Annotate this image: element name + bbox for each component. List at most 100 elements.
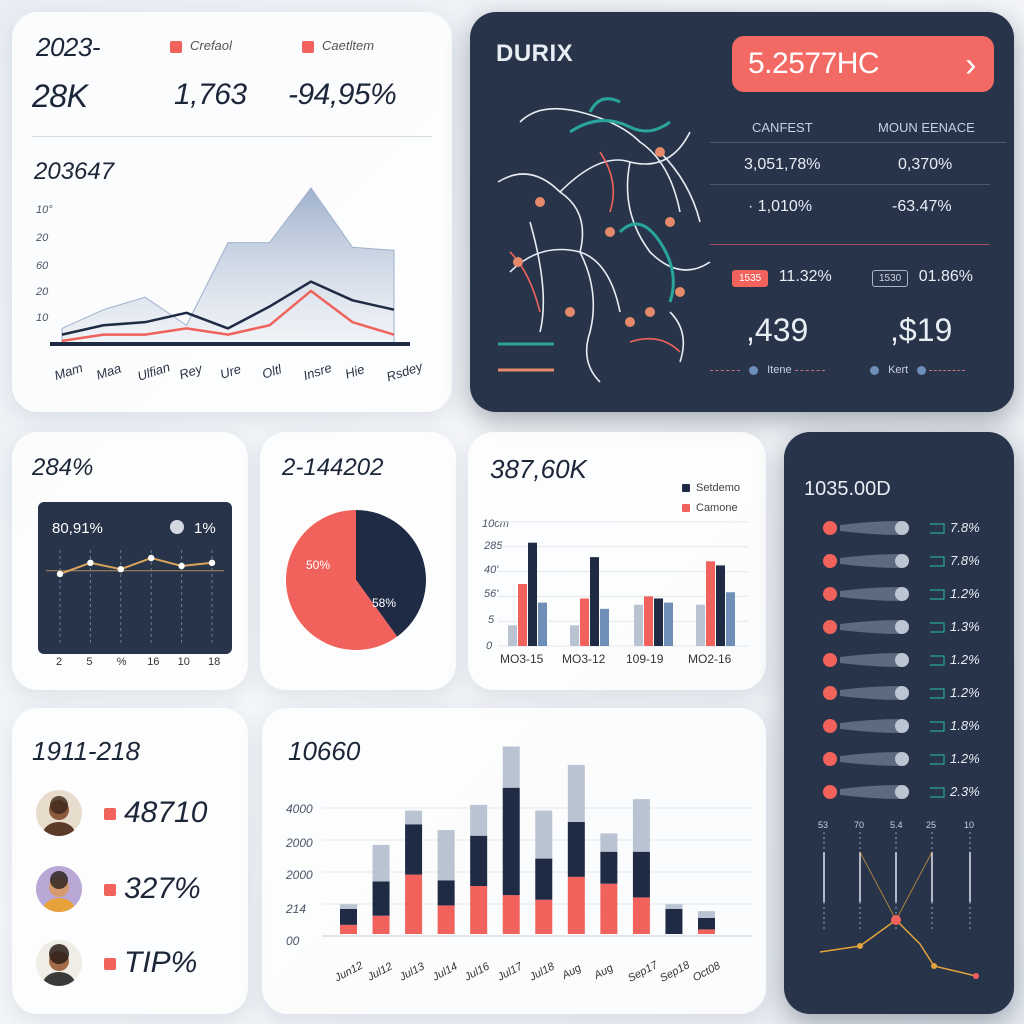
x-tick: MO3-15 <box>500 652 544 666</box>
bar-segment-coral <box>535 899 553 934</box>
row-value: 3,051,78% <box>744 156 821 173</box>
list-item: 327% <box>104 872 201 906</box>
total-value: 28K <box>32 78 88 114</box>
data-point <box>208 559 216 566</box>
big-metric-2: ,$19 <box>890 312 953 348</box>
rank-dot-icon <box>823 686 837 700</box>
area-chart <box>50 187 410 346</box>
bar-segment-coral <box>340 924 357 934</box>
network-edge <box>669 311 685 363</box>
rank-knob <box>895 686 909 700</box>
bar <box>570 625 579 646</box>
chevron-right-icon: › <box>965 46 976 84</box>
people-card: 1911-218 48710 327% TIP% <box>12 708 248 1014</box>
list-item: 48710 <box>104 796 207 830</box>
y-tick: 214 <box>286 902 307 916</box>
trend-line <box>819 919 977 977</box>
legend-item-2: Camone <box>682 502 738 514</box>
row-3-right: 1530 01.86% <box>872 268 973 287</box>
bar-segment-coral <box>632 897 650 934</box>
bar-segment-navy <box>502 787 520 896</box>
network-node <box>605 227 615 237</box>
rank-bar <box>840 587 907 601</box>
pie-label-a: 50% <box>306 558 331 572</box>
bar-segment-light <box>502 746 520 788</box>
avatar[interactable] <box>36 866 82 912</box>
bar-segment-coral <box>502 895 520 934</box>
chart-subtitle: 203647 <box>34 158 115 185</box>
x-tick: 10 <box>177 656 190 668</box>
y-tick: 10 <box>36 312 49 324</box>
avatar[interactable] <box>36 790 82 836</box>
rank-dot-icon <box>823 521 837 535</box>
bar-segment-coral <box>600 883 618 934</box>
data-point <box>148 554 155 562</box>
network-edge-coral <box>629 337 681 353</box>
legend-swatch-icon <box>170 40 182 53</box>
bar <box>696 604 705 646</box>
data-point <box>178 562 185 570</box>
rank-bracket <box>930 721 945 732</box>
divider <box>710 142 1006 143</box>
bar <box>706 561 715 646</box>
dot-icon <box>917 365 927 375</box>
network-graph <box>497 97 711 383</box>
bar-segment-light <box>340 904 357 909</box>
card-title: 10660 <box>288 736 361 766</box>
grouped-bar-card: 387,60K Setdemo Camone 10cm 285 40' 56' … <box>468 432 766 690</box>
x-tick: 16 <box>147 656 160 668</box>
bar-segment-navy <box>665 908 683 934</box>
pie-label-b: 58% <box>372 596 397 610</box>
rank-knob <box>895 752 909 766</box>
rank-dot-icon <box>823 719 837 733</box>
y-tick: 2000 <box>286 868 313 882</box>
bar-segment-coral <box>437 905 455 934</box>
rank-knob <box>895 554 909 568</box>
y-tick: 20 <box>36 286 49 298</box>
x-tick: 25 <box>926 820 937 830</box>
bar <box>528 542 537 646</box>
value-button[interactable]: 5.2577HC › <box>732 36 994 92</box>
bar <box>644 596 653 646</box>
rank-bracket <box>930 523 945 534</box>
bar-segment-navy <box>698 918 715 930</box>
rank-bracket <box>930 556 945 567</box>
rank-dot-icon <box>823 653 837 667</box>
bar-segment-light <box>567 764 585 822</box>
rank-dot-icon <box>823 554 837 568</box>
rank-dot-icon <box>823 752 837 766</box>
rank-bar <box>840 620 907 634</box>
data-point <box>931 963 937 969</box>
rank-bracket <box>930 589 945 600</box>
bar-segment-navy <box>340 908 357 925</box>
network-edge-coral <box>599 151 615 213</box>
divider <box>32 136 432 137</box>
y-tick: 10cm <box>482 518 509 530</box>
y-tick: 00 <box>286 934 300 948</box>
rank-value: 1.2% <box>950 652 980 667</box>
bar-segment-navy <box>632 851 650 898</box>
rank-bracket <box>930 622 945 633</box>
rank-bar <box>840 653 907 667</box>
card-title: 284% <box>32 454 94 481</box>
grouped-bar-chart <box>498 521 748 647</box>
tag-badge: 1535 <box>732 270 769 287</box>
rank-dot-icon <box>823 785 837 799</box>
network-node <box>565 307 575 317</box>
y-tick: 285 <box>484 540 503 552</box>
data-point <box>857 943 863 949</box>
data-point <box>117 566 125 573</box>
bar <box>518 584 527 646</box>
y-tick: 40' <box>484 564 499 576</box>
x-tick: MO2-16 <box>688 652 732 666</box>
panel-stat-b: 1% <box>194 520 216 537</box>
network-node <box>513 257 523 267</box>
avatar[interactable] <box>36 940 82 986</box>
line-series-coral <box>61 289 395 343</box>
y-tick: 60 <box>36 260 49 272</box>
network-edge <box>529 221 545 333</box>
column-header-2: MOUN EENACE <box>878 120 975 135</box>
data-point <box>891 915 901 925</box>
network-edge <box>626 161 711 271</box>
network-edge-coral <box>509 251 541 313</box>
